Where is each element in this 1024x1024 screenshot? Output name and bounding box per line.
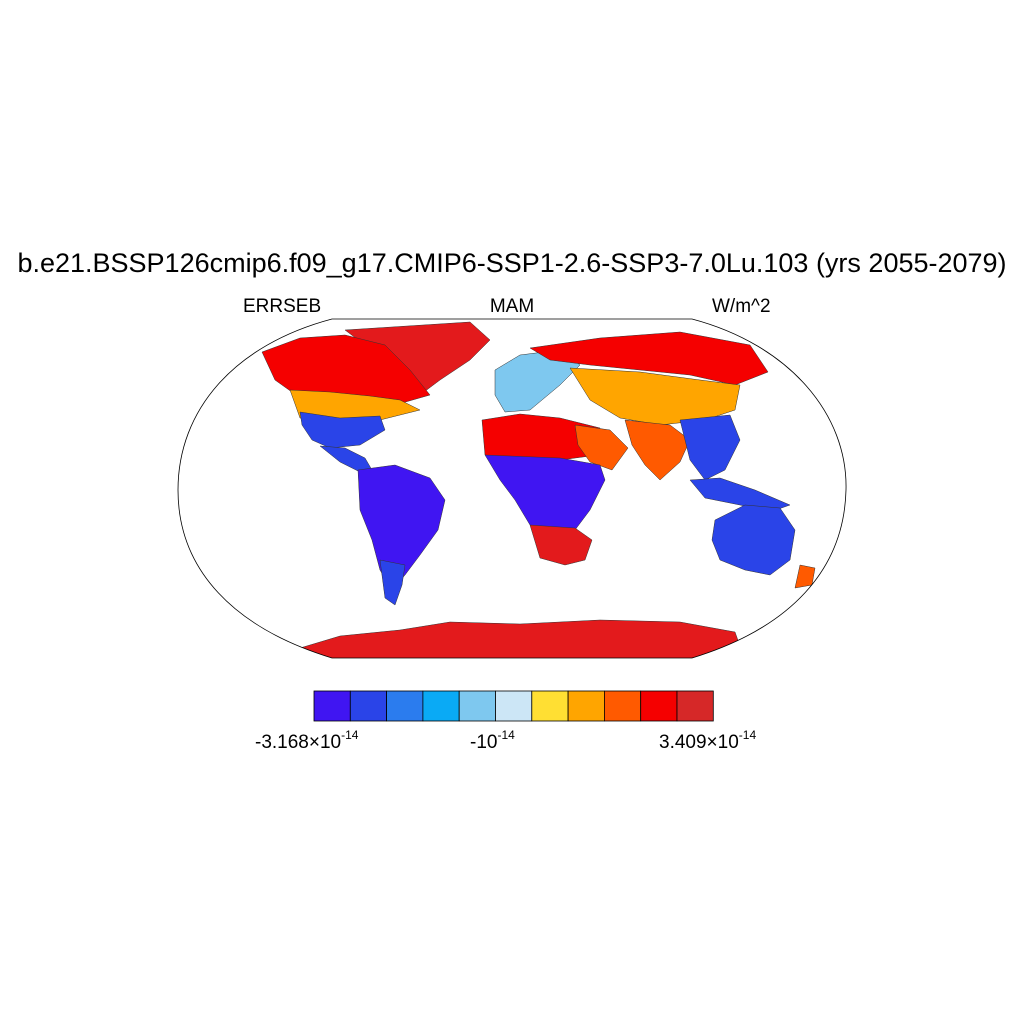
season-label: MAM [489, 296, 535, 317]
colorbar-box [495, 690, 533, 722]
colorbar-max-label: 3.409×10-14 [659, 728, 757, 753]
land-arabia [574, 424, 629, 471]
colorbar-box [676, 690, 714, 722]
colorbar-mid-label: -10-14 [470, 728, 515, 753]
colorbar-box [422, 690, 460, 722]
variable-label: ERRSEB [243, 296, 322, 317]
colorbar-box [604, 690, 642, 722]
colorbar-box [531, 690, 569, 722]
land-southeast-asia [679, 414, 741, 481]
land-antarctica [299, 619, 746, 658]
land-southern-africa [529, 524, 593, 566]
colorbar-box [313, 690, 351, 722]
colorbar-min-label: -3.168×10-14 [255, 728, 359, 753]
land-south-america [357, 464, 446, 591]
colorbar-box [458, 690, 496, 722]
units-label: W/m^2 [712, 296, 771, 317]
land-eurasia-middle [569, 367, 741, 426]
colorbar-box [640, 690, 678, 722]
colorbar-box [349, 690, 387, 722]
land-india [624, 419, 691, 481]
land-south-america-south [379, 559, 406, 606]
globe-outline [177, 318, 847, 659]
colorbar-box [567, 690, 605, 722]
plot-title: b.e21.BSSP126cmip6.f09_g17.CMIP6-SSP1-2.… [17, 248, 1007, 278]
colorbar-box [386, 690, 424, 722]
land-north-america-south [299, 411, 386, 449]
land-europe [494, 349, 581, 413]
land-masses [261, 321, 816, 658]
land-australia [711, 504, 796, 576]
